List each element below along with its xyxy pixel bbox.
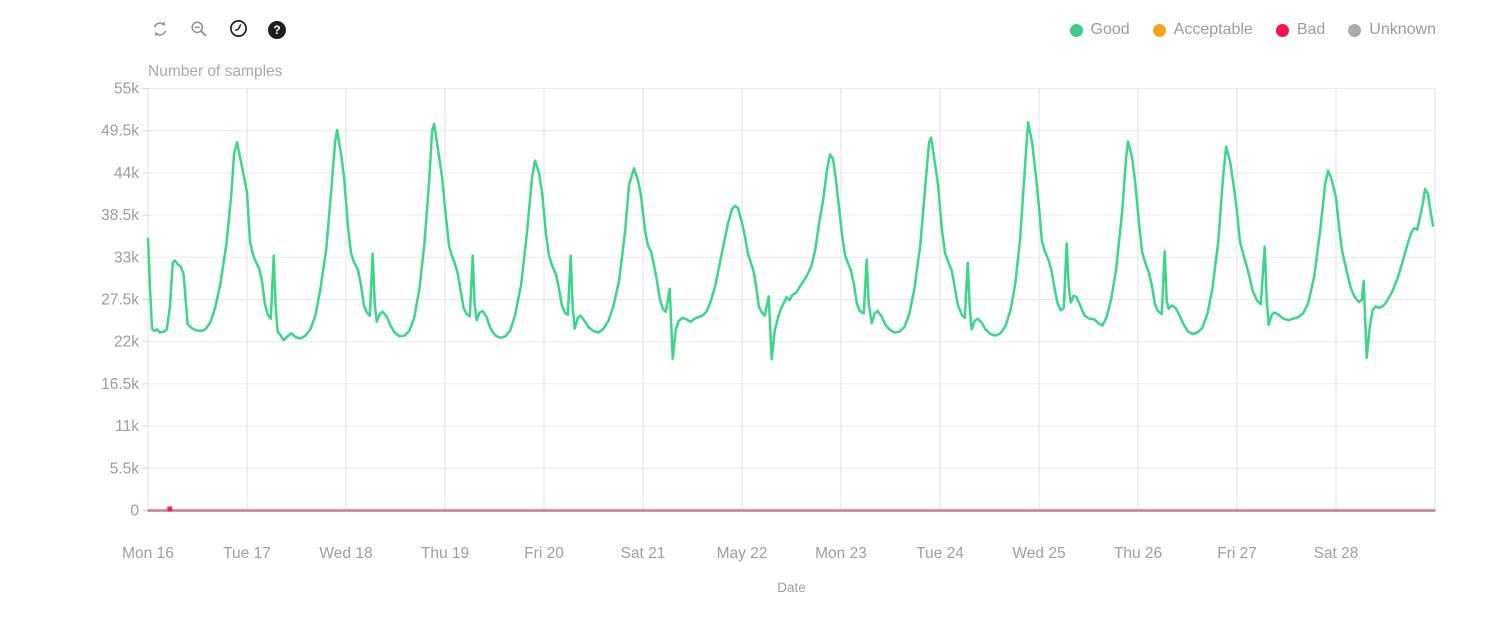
- x-tick-label: May 22: [717, 545, 768, 562]
- time-history-button[interactable]: [228, 20, 248, 40]
- refresh-icon: [151, 20, 169, 41]
- x-tick-label: Fri 27: [1217, 545, 1257, 562]
- clock-icon: [229, 19, 248, 41]
- good-status-dot-icon: [1069, 23, 1083, 37]
- y-tick-label: 38.5k: [101, 207, 139, 224]
- x-axis-title: Date: [777, 580, 806, 595]
- x-tick-label: Tue 24: [916, 545, 964, 562]
- refresh-button[interactable]: [150, 20, 170, 40]
- y-tick-label: 11k: [115, 418, 139, 435]
- acceptable-status-dot-icon: [1152, 23, 1166, 37]
- x-tick-label: Tue 17: [223, 545, 271, 562]
- zoom-out-button[interactable]: [189, 20, 209, 40]
- x-tick-label: Wed 18: [319, 545, 372, 562]
- y-tick-label: 55k: [114, 81, 139, 98]
- y-tick-label: 27.5k: [101, 292, 139, 309]
- chart-legend: Good Acceptable Bad Unknown: [1069, 21, 1436, 39]
- chart-toolbar: ?: [150, 20, 287, 40]
- x-tick-label: Sat 21: [621, 545, 666, 562]
- legend-item-acceptable[interactable]: Acceptable: [1152, 21, 1253, 39]
- legend-item-unknown[interactable]: Unknown: [1348, 21, 1436, 39]
- legend-label-good: Good: [1090, 21, 1130, 38]
- x-tick-label: Wed 25: [1012, 545, 1065, 562]
- x-tick-label: Mon 16: [122, 545, 174, 562]
- x-tick-label: Thu 26: [1114, 545, 1162, 562]
- help-button[interactable]: ?: [267, 20, 287, 40]
- y-tick-label: 5.5k: [110, 460, 140, 477]
- bad-status-dot-icon: [1275, 23, 1289, 37]
- y-tick-label: 22k: [114, 334, 139, 351]
- unknown-status-dot-icon: [1348, 23, 1362, 37]
- y-tick-label: 16.5k: [101, 376, 139, 393]
- legend-label-acceptable: Acceptable: [1173, 21, 1253, 38]
- help-icon: ?: [268, 21, 286, 39]
- y-tick-label: 0: [130, 503, 139, 520]
- good-series-line: [146, 121, 1435, 361]
- legend-label-unknown: Unknown: [1369, 21, 1436, 38]
- x-tick-label: Fri 20: [524, 545, 564, 562]
- y-tick-label: 49.5k: [101, 123, 139, 140]
- x-tick-label: Sat 28: [1314, 545, 1359, 562]
- bad-series-marker: [167, 506, 173, 512]
- legend-item-good[interactable]: Good: [1069, 21, 1130, 39]
- zoom-out-icon: [190, 20, 208, 41]
- x-tick-label: Thu 19: [421, 545, 469, 562]
- y-axis-title: Number of samples: [148, 63, 283, 80]
- x-tick-label: Mon 23: [815, 545, 867, 562]
- legend-label-bad: Bad: [1296, 21, 1326, 38]
- y-tick-label: 33k: [114, 249, 139, 266]
- y-tick-label: 44k: [114, 165, 139, 182]
- legend-item-bad[interactable]: Bad: [1275, 21, 1326, 39]
